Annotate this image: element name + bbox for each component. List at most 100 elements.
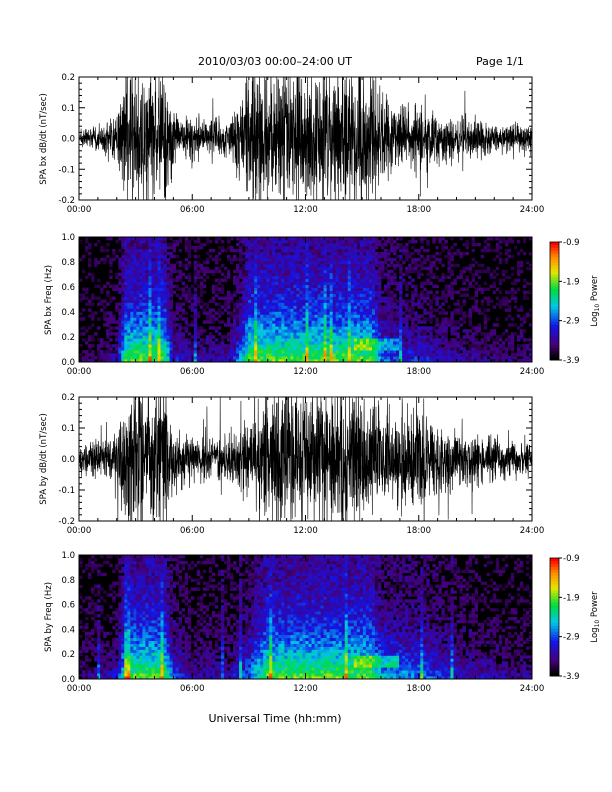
spectrogram-cell bbox=[528, 251, 533, 256]
spectrogram-cell bbox=[281, 281, 285, 286]
spectrogram-cell bbox=[133, 344, 137, 348]
spectrogram-cell bbox=[136, 344, 140, 348]
spectrogram-cell bbox=[314, 344, 318, 348]
spectrogram-cell bbox=[223, 308, 228, 312]
spectrogram-cell bbox=[121, 290, 125, 294]
spectrogram-cell bbox=[97, 353, 101, 357]
spectrogram-cell bbox=[187, 251, 192, 256]
spectrogram-cell bbox=[109, 275, 113, 280]
spectrogram-cell bbox=[242, 347, 246, 351]
spectrogram-cell bbox=[181, 356, 186, 360]
spectrogram-cell bbox=[405, 302, 409, 306]
spectrogram-cell bbox=[148, 302, 152, 306]
spectrogram-cell bbox=[133, 347, 137, 351]
spectrogram-cell bbox=[320, 302, 325, 306]
spectrogram-cell bbox=[486, 245, 491, 250]
spectrogram-cell bbox=[217, 353, 222, 357]
spectrogram-cell bbox=[347, 296, 352, 300]
spectrogram-cell bbox=[293, 350, 297, 354]
spectrogram-cell bbox=[465, 278, 469, 283]
spectrogram-cell bbox=[296, 260, 300, 265]
spectrogram-cell bbox=[432, 263, 436, 268]
spectrogram-cell bbox=[338, 323, 343, 327]
spectrogram-cell bbox=[462, 317, 466, 321]
spectrogram-cell bbox=[94, 263, 98, 268]
spectrogram-cell bbox=[248, 344, 252, 348]
spectrogram-cell bbox=[444, 335, 448, 339]
spectrogram-cell bbox=[462, 242, 466, 247]
spectrogram-cell bbox=[157, 239, 161, 244]
spectrogram-cell bbox=[435, 266, 439, 271]
spectrogram-cell bbox=[441, 296, 445, 300]
spectrogram-cell bbox=[151, 299, 155, 303]
spectrogram-cell bbox=[290, 359, 294, 363]
spectrogram-cell bbox=[263, 344, 267, 348]
spectrogram-cell bbox=[483, 347, 488, 351]
spectrogram-cell bbox=[359, 284, 364, 288]
spectrogram-cell bbox=[377, 266, 382, 271]
spectrogram-cell bbox=[359, 278, 364, 283]
spectrogram-cell bbox=[124, 314, 128, 318]
spectrogram-cell bbox=[163, 293, 167, 297]
spectrogram-cell bbox=[287, 314, 291, 318]
spectrogram-cell bbox=[302, 269, 306, 274]
spectrogram-cell bbox=[214, 284, 219, 288]
spectrogram-cell bbox=[193, 344, 198, 348]
spectrogram-cell bbox=[269, 263, 273, 268]
spectrogram-cell bbox=[275, 338, 279, 342]
spectrogram-cell bbox=[465, 275, 469, 280]
spectrogram-cell bbox=[381, 263, 385, 268]
spectrogram-cell bbox=[411, 356, 415, 360]
spectrogram-cell bbox=[248, 350, 252, 354]
spectrogram-cell bbox=[441, 332, 445, 336]
spectrogram-cell bbox=[420, 281, 424, 286]
spectrogram-cell bbox=[387, 350, 391, 354]
spectrogram-cell bbox=[251, 320, 255, 324]
spectrogram-cell bbox=[239, 281, 243, 286]
spectrogram-cell bbox=[335, 272, 340, 277]
spectrogram-cell bbox=[169, 254, 174, 259]
spectrogram-cell bbox=[287, 320, 291, 324]
spectrogram-cell bbox=[157, 254, 161, 259]
spectrogram-cell bbox=[423, 359, 427, 363]
spectrogram-cell bbox=[175, 239, 180, 244]
spectrogram-cell bbox=[148, 308, 152, 312]
spectrogram-cell bbox=[362, 284, 367, 288]
spectrogram-cell bbox=[308, 245, 312, 250]
spectrogram-cell bbox=[368, 281, 373, 286]
spectrogram-cell bbox=[320, 237, 325, 241]
spectrogram-cell bbox=[130, 344, 134, 348]
spectrogram-cell bbox=[450, 356, 454, 360]
spectrogram-cell bbox=[85, 237, 89, 241]
spectrogram-cell bbox=[356, 299, 361, 303]
spectrogram-cell bbox=[166, 314, 170, 318]
spectrogram-cell bbox=[257, 242, 261, 247]
spectrogram-cell bbox=[175, 254, 180, 259]
spectrogram-cell bbox=[444, 287, 448, 291]
spectrogram-cell bbox=[154, 251, 158, 256]
spectrogram-cell bbox=[411, 266, 415, 271]
spectrogram-cell bbox=[91, 335, 95, 339]
spectrogram-cell bbox=[157, 248, 161, 253]
spectrogram-cell bbox=[272, 278, 276, 283]
spectrogram-cell bbox=[338, 254, 343, 259]
spectrogram-cell bbox=[462, 353, 466, 357]
spectrogram-cell bbox=[136, 278, 140, 283]
spectrogram-cell bbox=[317, 245, 321, 250]
spectrogram-cell bbox=[242, 317, 246, 321]
spectrogram-cell bbox=[371, 278, 376, 283]
spectrogram-cell bbox=[408, 350, 412, 354]
spectrogram-cell bbox=[236, 338, 240, 342]
spectrogram-cell bbox=[350, 302, 355, 306]
spectrogram-cell bbox=[278, 281, 282, 286]
spectrogram-cell bbox=[127, 317, 131, 321]
spectrogram-cell bbox=[399, 344, 403, 348]
spectrogram-cell bbox=[269, 290, 273, 294]
spectrogram-cell bbox=[344, 302, 349, 306]
spectrogram-cell bbox=[447, 254, 451, 259]
spectrogram-cell bbox=[377, 311, 382, 315]
spectrogram-cell bbox=[365, 242, 370, 247]
spectrogram-cell bbox=[193, 278, 198, 283]
spectrogram-cell bbox=[374, 302, 379, 306]
spectrogram-cell bbox=[371, 350, 376, 354]
